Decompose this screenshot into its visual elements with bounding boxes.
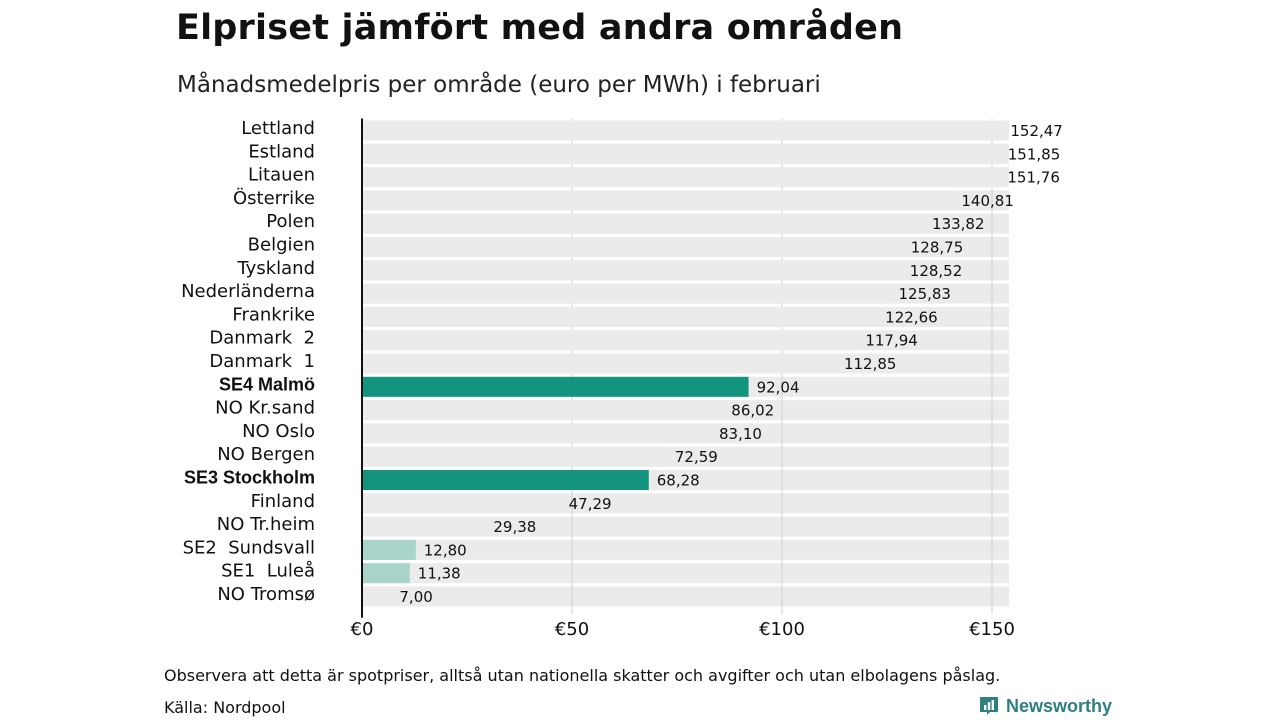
chart-title: Elpriset jämfört med andra områden xyxy=(176,8,904,48)
value-label: 117,94 xyxy=(865,332,918,350)
bar xyxy=(362,376,749,397)
value-label: 122,66 xyxy=(885,308,938,326)
bar xyxy=(362,586,392,607)
value-label: 112,85 xyxy=(844,355,897,373)
bar xyxy=(362,400,724,421)
bar xyxy=(362,237,903,257)
bar xyxy=(362,190,954,211)
bar-chart: 152,47 Lettland 151,85 Estland 151,76 Litauen… xyxy=(181,118,1063,640)
x-tick-label: €0 xyxy=(351,619,374,640)
background-bar xyxy=(362,516,1009,537)
category-label: Estland xyxy=(248,141,315,162)
bar xyxy=(362,283,891,304)
value-label: 151,76 xyxy=(1007,169,1060,187)
category-label: Belgien xyxy=(248,235,315,256)
category-label: NO Oslo xyxy=(242,421,315,442)
x-tick-label: €50 xyxy=(555,619,589,640)
background-bar xyxy=(362,563,1009,584)
value-label: 72,59 xyxy=(675,448,718,466)
category-label: SE2 Sundsvall xyxy=(183,537,315,558)
category-label: Lettland xyxy=(241,118,315,139)
value-label: 86,02 xyxy=(731,402,774,420)
bar xyxy=(362,353,836,374)
value-label: 68,28 xyxy=(657,472,700,490)
category-label: Österrike xyxy=(233,187,315,209)
brand-name: Newsworthy xyxy=(1006,695,1113,716)
value-label: 128,52 xyxy=(910,262,963,280)
bar xyxy=(362,539,416,560)
value-label: 7,00 xyxy=(399,588,432,606)
bar xyxy=(362,260,902,281)
value-label: 133,82 xyxy=(932,215,985,233)
category-label: Nederländerna xyxy=(181,281,315,302)
value-label: 12,80 xyxy=(424,541,467,559)
value-label: 92,04 xyxy=(757,378,800,396)
bar xyxy=(362,470,649,490)
category-label: Danmark 1 xyxy=(209,351,315,372)
value-label: 128,75 xyxy=(911,239,964,257)
x-tick-label: €150 xyxy=(969,619,1015,640)
category-label: Danmark 2 xyxy=(209,328,315,349)
category-label: SE3 Stockholm xyxy=(184,468,315,488)
bar xyxy=(362,423,712,444)
x-tick-label: €100 xyxy=(759,619,805,640)
newsworthy-logo-icon xyxy=(980,697,998,715)
brand-logo: Newsworthy xyxy=(978,693,1112,719)
category-label: Litauen xyxy=(248,165,315,186)
source-credit: Källa: Nordpool xyxy=(164,698,286,717)
category-label: Frankrike xyxy=(232,304,315,325)
value-label: 151,85 xyxy=(1008,145,1061,163)
footnote: Observera att detta är spotpriser, allts… xyxy=(164,666,1001,685)
bar xyxy=(362,563,410,584)
bar xyxy=(362,516,486,537)
category-label: NO Kr.sand xyxy=(215,398,315,419)
value-label: 11,38 xyxy=(418,565,461,583)
bar xyxy=(362,167,1000,188)
value-label: 125,83 xyxy=(898,285,951,303)
bar xyxy=(362,213,925,234)
bar xyxy=(362,330,858,351)
bar xyxy=(362,120,1003,141)
bar xyxy=(362,446,667,467)
category-label: Finland xyxy=(251,491,315,512)
category-label: NO Tr.heim xyxy=(217,514,315,535)
category-label: Tyskland xyxy=(236,258,315,279)
background-bar xyxy=(362,586,1009,607)
category-label: SE1 Luleå xyxy=(221,561,315,582)
value-label: 83,10 xyxy=(719,425,762,443)
background-bar xyxy=(362,539,1009,560)
category-label: NO Tromsø xyxy=(217,584,315,605)
chart-subtitle: Månadsmedelpris per område (euro per MWh… xyxy=(177,72,821,98)
bar xyxy=(362,143,1000,164)
value-label: 29,38 xyxy=(493,518,536,536)
bar xyxy=(362,306,878,327)
value-label: 47,29 xyxy=(569,495,612,513)
value-label: 140,81 xyxy=(961,192,1014,210)
bar xyxy=(362,493,561,514)
category-label: SE4 Malmö xyxy=(219,374,315,394)
category-label: Polen xyxy=(266,211,315,232)
category-label: NO Bergen xyxy=(217,444,315,465)
value-label: 152,47 xyxy=(1010,122,1063,140)
